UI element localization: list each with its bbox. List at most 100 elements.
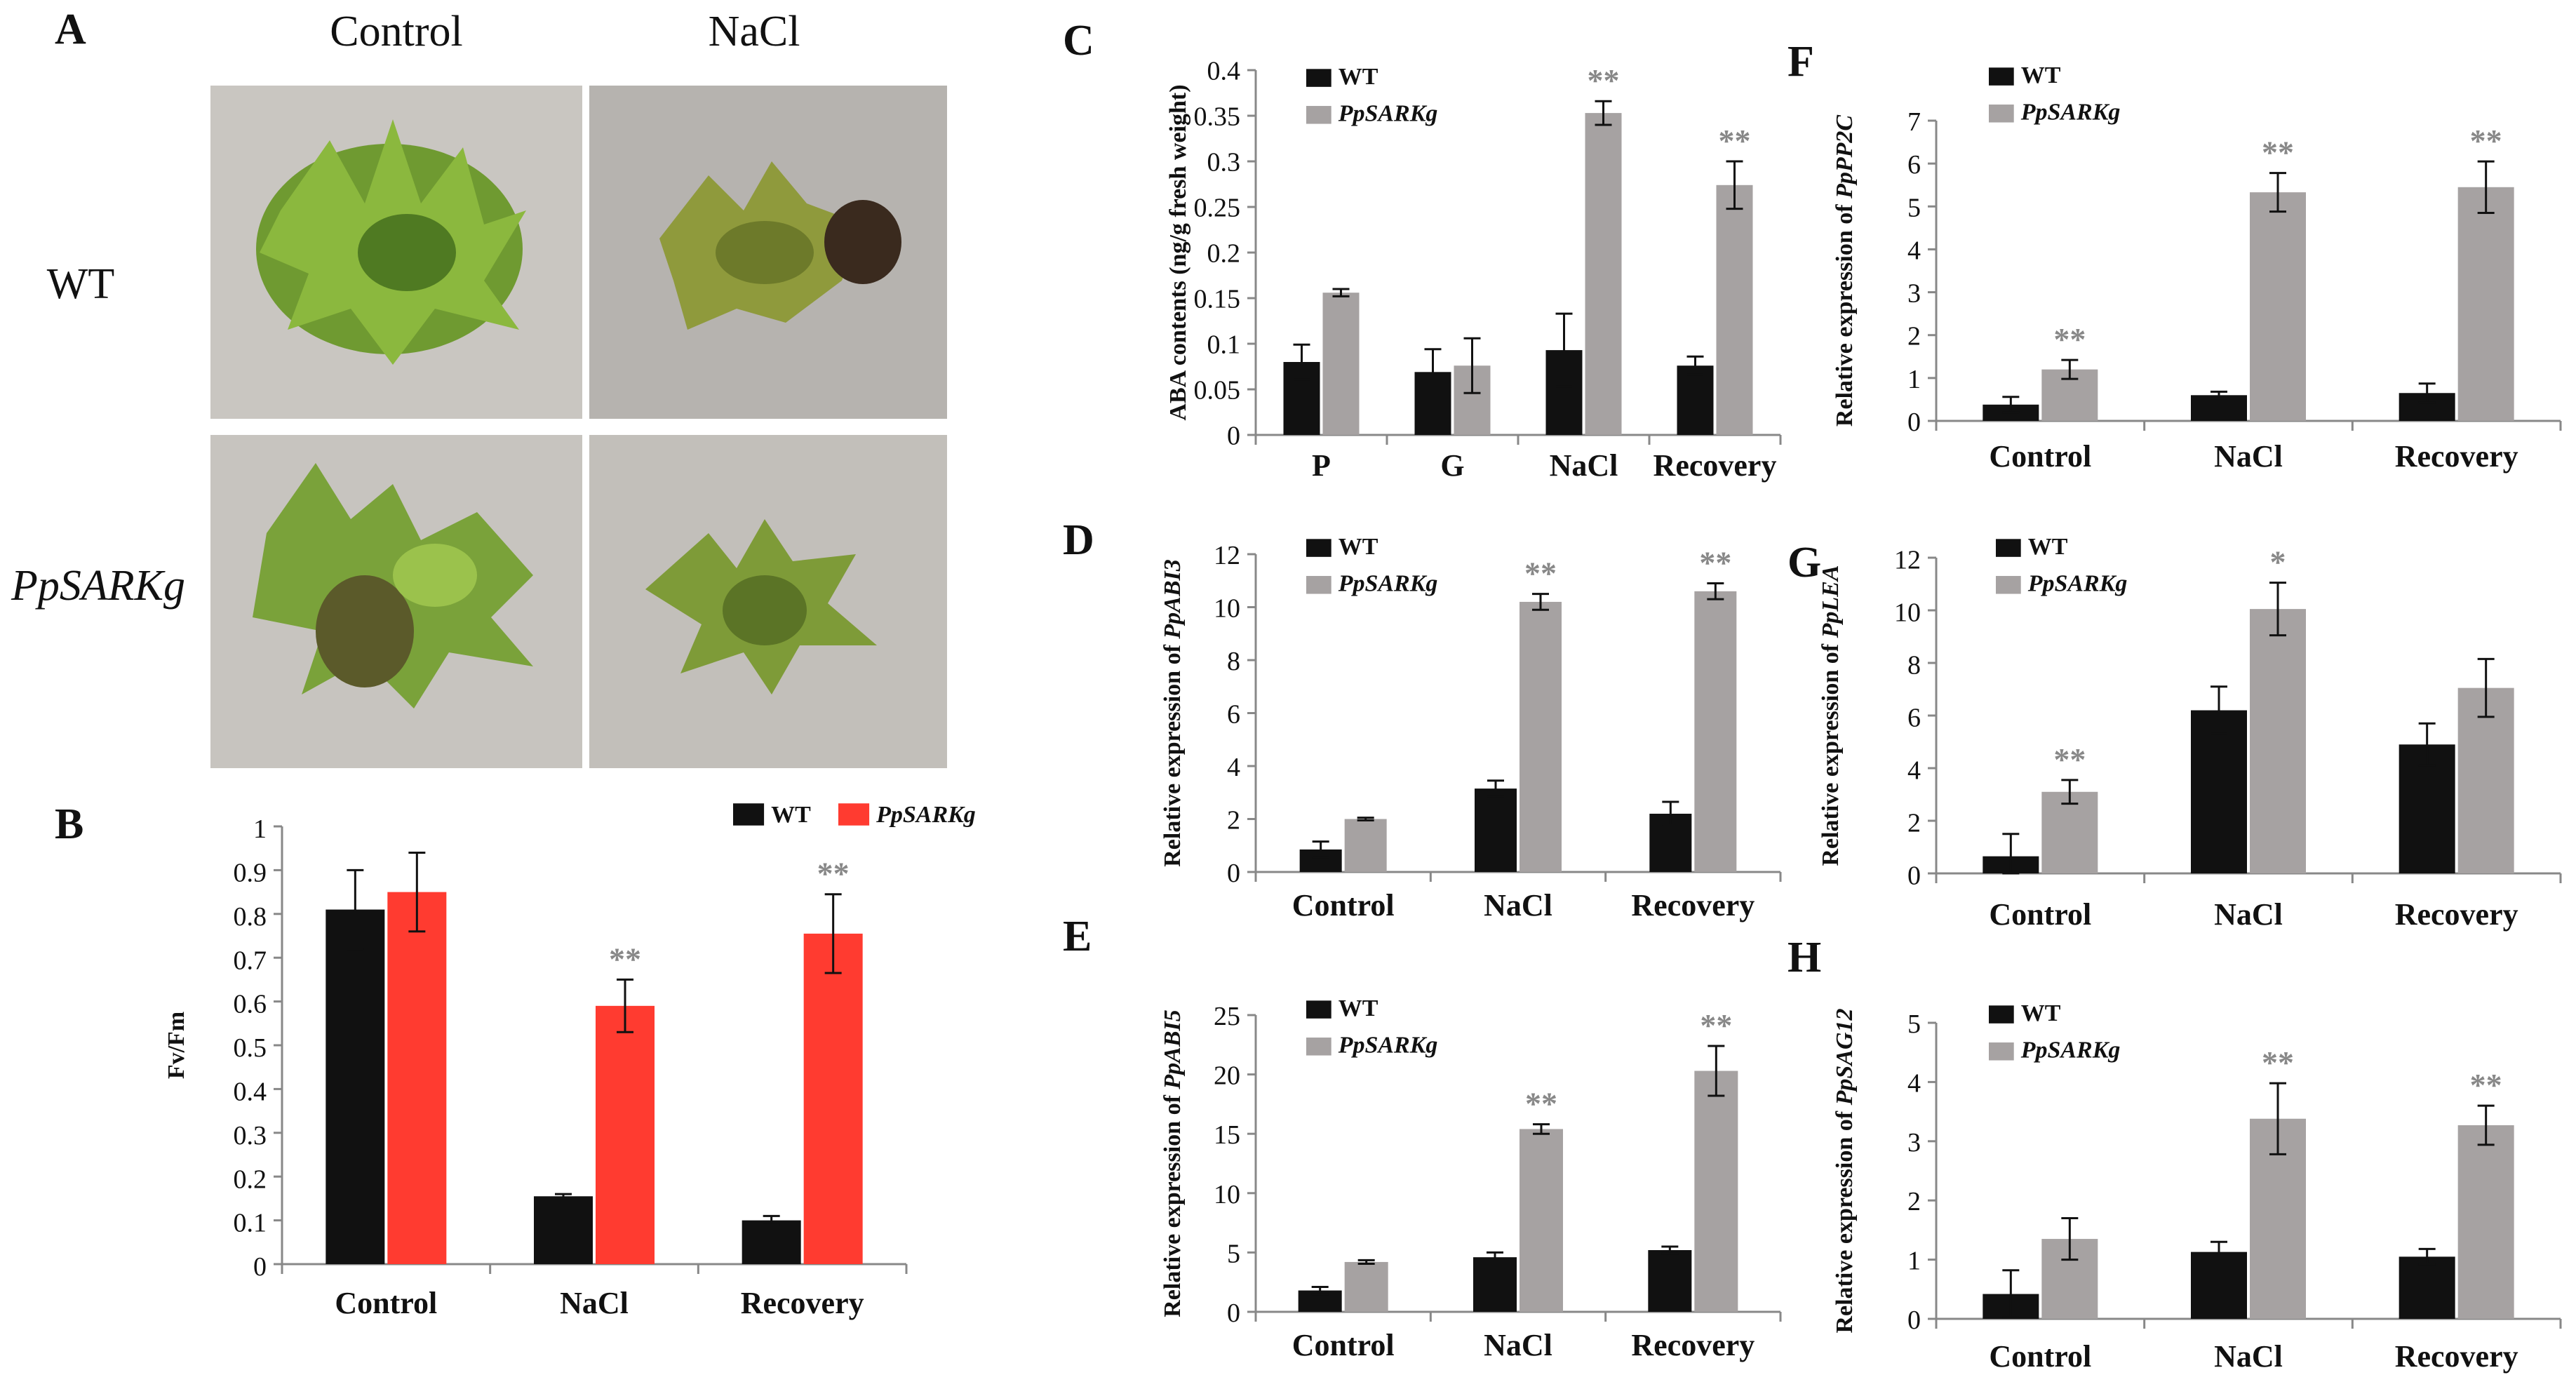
- chart-panel-h: 0 1 2 3 4 5 Control NaCl ** Recovery ** Relative ex…: [1832, 1000, 2562, 1374]
- significance-mark: **: [2470, 1067, 2502, 1103]
- y-tick-label: 20: [1214, 1061, 1240, 1091]
- x-category-label: NaCl: [2214, 439, 2283, 474]
- chart-panel-g: 0 2 4 6 8 10 12 Control ** NaCl * Recovery Relative …: [1818, 534, 2562, 932]
- legend-label-wt: WT: [1339, 995, 1378, 1021]
- y-tick-label: 0: [1907, 408, 1921, 437]
- x-category-label: Recovery: [1631, 1328, 1755, 1362]
- legend-label-mutant: PpSARKg: [876, 802, 976, 828]
- legend: WT PpSARKg: [1996, 534, 2127, 597]
- y-tick-label: 0.4: [234, 1078, 267, 1107]
- bar-mutant-nacl: [1585, 113, 1622, 435]
- photo-mutant-nacl: [589, 435, 947, 768]
- bar-mutant-nacl: [2250, 192, 2306, 421]
- legend-label-mutant: PpSARKg: [2020, 1038, 2121, 1063]
- y-tick-label: 0.15: [1194, 284, 1241, 314]
- y-tick-label: 0.3: [234, 1121, 267, 1150]
- x-category-label: Control: [1989, 439, 2091, 474]
- bar-mutant-recovery: [1694, 591, 1737, 872]
- legend: WT PpSARKg: [1306, 534, 1437, 597]
- y-axis-label: Relative expression of PpSAG12: [1832, 1008, 1858, 1333]
- bar-wt-recovery: [1648, 1250, 1692, 1312]
- significance-mark: **: [1700, 1007, 1732, 1043]
- x-category-label: Recovery: [2395, 1339, 2518, 1374]
- bar-mutant-nacl: [1520, 601, 1562, 872]
- y-axis-label-gene: PpLEA: [1818, 565, 1844, 638]
- y-tick-label: 0.4: [1207, 56, 1241, 86]
- y-tick-label: 4: [1907, 756, 1921, 785]
- legend-swatch-mutant: [838, 803, 870, 826]
- legend-label-mutant: PpSARKg: [1338, 571, 1438, 597]
- legend: WT PpSARKg: [1306, 995, 1437, 1059]
- y-tick-label: 3: [1907, 1128, 1921, 1158]
- x-category-label: NaCl: [1484, 1328, 1552, 1362]
- y-axis-label-text: Relative expression of: [1160, 1089, 1186, 1317]
- y-tick-label: 10: [1894, 598, 1921, 627]
- y-axis-label-gene: PpABI5: [1160, 1009, 1186, 1089]
- y-axis-label-gene: PpSAG12: [1832, 1008, 1858, 1106]
- y-tick-label: 0.9: [234, 859, 267, 888]
- legend-label-mutant: PpSARKg: [2027, 571, 2128, 597]
- significance-mark: **: [609, 941, 641, 977]
- bar-mutant-recovery: [2457, 1125, 2514, 1319]
- y-tick-label: 4: [1227, 753, 1240, 782]
- photo-panel: A Control NaCl WT PpSARKg: [11, 6, 947, 768]
- y-tick-label: 4: [1907, 1068, 1921, 1098]
- legend-swatch-mutant: [1989, 1042, 2014, 1061]
- x-category-label: Control: [1292, 1328, 1395, 1362]
- panel-label-c: C: [1063, 17, 1094, 65]
- y-axis-label: Fv/Fm: [163, 1012, 189, 1079]
- y-axis-label-gene: PpABI3: [1160, 559, 1186, 639]
- chart-panel-f: 0 1 2 3 4 5 6 7 Control ** NaCl ** Recovery ** Relativ…: [1832, 62, 2562, 474]
- y-tick-label: 2: [1227, 806, 1240, 836]
- legend-swatch-wt: [1306, 1000, 1331, 1019]
- significance-mark: **: [1719, 123, 1751, 159]
- legend-swatch-mutant: [1306, 106, 1331, 124]
- y-tick-label: 5: [1907, 1009, 1921, 1039]
- panel-label-b: B: [55, 800, 83, 848]
- y-tick-label: 0.3: [1207, 147, 1241, 177]
- x-category-label: NaCl: [2214, 1339, 2283, 1374]
- panel-label-g: G: [1787, 539, 1821, 586]
- y-axis-label-gene: PpPP2C: [1832, 115, 1858, 199]
- y-tick-label: 4: [1907, 236, 1921, 265]
- legend-swatch-wt: [1989, 67, 2014, 86]
- significance-mark: **: [1524, 556, 1557, 591]
- y-tick-label: 5: [1907, 193, 1921, 222]
- y-axis-label-text: ABA contents (ng/g fresh weight): [1165, 84, 1191, 420]
- bar-mutant-recovery: [803, 933, 863, 1264]
- y-tick-label: 12: [1214, 541, 1240, 570]
- x-category-label: P: [1312, 448, 1331, 483]
- y-tick-label: 0.1: [234, 1209, 267, 1238]
- y-axis-label-text: Relative expression of: [1160, 639, 1186, 867]
- bar-wt-nacl: [534, 1196, 593, 1264]
- x-category-label: NaCl: [1484, 888, 1552, 922]
- photo-mutant-control: [210, 435, 582, 768]
- x-category-label: G: [1440, 448, 1464, 483]
- y-tick-label: 10: [1214, 594, 1240, 624]
- photo-wt-control: [210, 86, 582, 419]
- y-tick-label: 2: [1907, 808, 1921, 838]
- legend-swatch-mutant: [1996, 576, 2021, 594]
- y-tick-label: 2: [1907, 322, 1921, 351]
- y-tick-label: 25: [1214, 1002, 1240, 1031]
- y-tick-label: 6: [1907, 703, 1921, 732]
- bar-wt-recovery: [1677, 365, 1714, 435]
- y-tick-label: 1: [1907, 1247, 1921, 1276]
- significance-mark: **: [2470, 123, 2502, 159]
- y-tick-label: 0.35: [1194, 102, 1241, 131]
- legend: WT PpSARKg: [733, 802, 976, 828]
- y-tick-label: 1: [1907, 365, 1921, 394]
- y-tick-label: 7: [1907, 107, 1921, 137]
- bar-mutant-nacl: [596, 1005, 655, 1264]
- x-category-label: Recovery: [1653, 448, 1777, 483]
- bar-mutant-nacl: [2250, 609, 2306, 873]
- y-tick-label: 12: [1894, 545, 1921, 575]
- legend-label-wt: WT: [2021, 62, 2061, 88]
- bar-mutant-p: [1322, 293, 1360, 435]
- y-tick-label: 6: [1907, 150, 1921, 180]
- bar-mutant-recovery: [2457, 687, 2514, 873]
- significance-mark: *: [2270, 544, 2286, 580]
- legend-swatch-wt: [1306, 539, 1331, 557]
- y-tick-label: 0: [1907, 1306, 1921, 1335]
- y-tick-label: 0.2: [234, 1165, 267, 1194]
